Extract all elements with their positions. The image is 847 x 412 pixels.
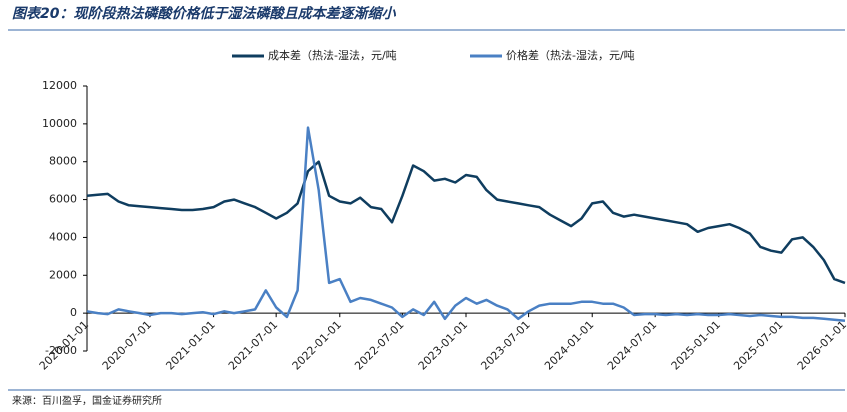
y-tick-label: 0 xyxy=(70,306,77,319)
x-tick-label: 2022-07-01 xyxy=(352,318,406,372)
x-tick-label: 2024-07-01 xyxy=(605,318,659,372)
y-tick-label: 6000 xyxy=(49,193,77,206)
x-tick-label: 2025-07-01 xyxy=(731,318,785,372)
series-line xyxy=(86,126,846,322)
y-tick-label: -2000 xyxy=(45,344,77,357)
series-line xyxy=(86,160,846,285)
x-tick-label: 2021-01-01 xyxy=(163,318,217,372)
y-tick-label: 8000 xyxy=(49,155,77,168)
chart-title: 图表20：现阶段热法磷酸价格低于湿法磷酸且成本差逐渐缩小 xyxy=(12,5,396,22)
x-tick-label: 2023-01-01 xyxy=(416,318,470,372)
x-tick-label: 2026-01-01 xyxy=(795,318,847,372)
legend-label: 价格差（热法-湿法，元/吨 xyxy=(506,48,635,62)
x-tick-label: 2024-01-01 xyxy=(542,318,596,372)
x-tick-label: 2025-01-01 xyxy=(669,318,723,372)
y-tick-label: 12000 xyxy=(42,79,77,92)
y-tick-label: 2000 xyxy=(49,268,77,281)
y-tick-label: 10000 xyxy=(42,117,77,130)
y-tick-label: 4000 xyxy=(49,230,77,243)
x-tick-label: 2022-01-01 xyxy=(290,318,344,372)
x-tick-label: 2023-07-01 xyxy=(478,318,532,372)
source: 来源：百川盈孚，国金证券研究所 xyxy=(12,394,162,407)
x-tick-label: 2020-07-01 xyxy=(100,318,154,372)
x-tick-label: 2021-07-01 xyxy=(226,318,280,372)
legend-label: 成本差（热法-湿法，元/吨 xyxy=(268,48,397,62)
